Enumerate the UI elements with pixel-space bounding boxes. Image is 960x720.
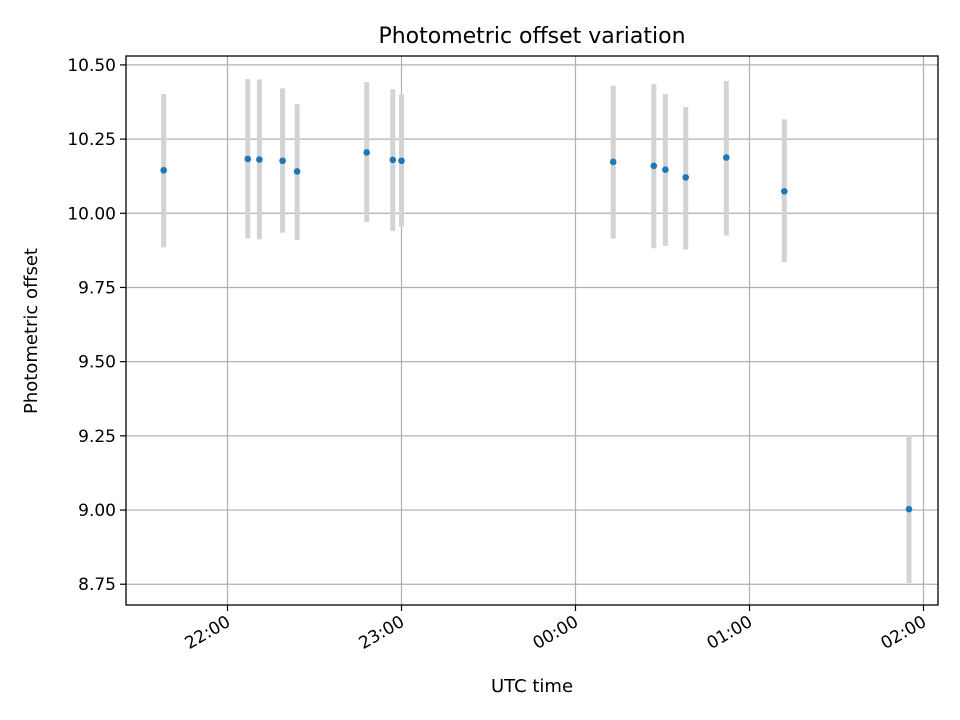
y-tick-label: 10.25 [67,130,116,150]
data-point [363,149,371,156]
data-point [662,166,669,173]
y-tick-label: 10.00 [67,204,116,224]
data-point [256,156,263,163]
chart-title: Photometric offset variation [378,24,685,49]
data-point [682,174,689,181]
data-point [293,168,301,175]
data-point [160,166,167,174]
data-point [389,156,397,164]
data-point [398,157,405,165]
y-tick-label: 9.00 [78,501,116,521]
data-point [905,505,913,513]
data-point [781,188,788,195]
data-point [279,157,286,165]
y-tick-label: 9.50 [78,353,116,373]
y-tick-label: 10.50 [67,56,116,76]
data-point [244,155,252,163]
y-tick-label: 9.75 [78,278,116,298]
y-tick-label: 8.75 [78,575,116,595]
data-point [609,158,617,166]
data-points [160,149,913,513]
plot-frame [125,55,939,606]
y-axis-label: Photometric offset [21,248,42,414]
data-point [650,162,658,170]
x-axis-label: UTC time [491,676,573,697]
y-axis-ticks: 8.75 9.00 9.25 9.50 9.75 10.00 10.25 10.50 [67,56,126,595]
y-tick-label: 9.25 [78,427,116,447]
data-point [723,154,730,161]
